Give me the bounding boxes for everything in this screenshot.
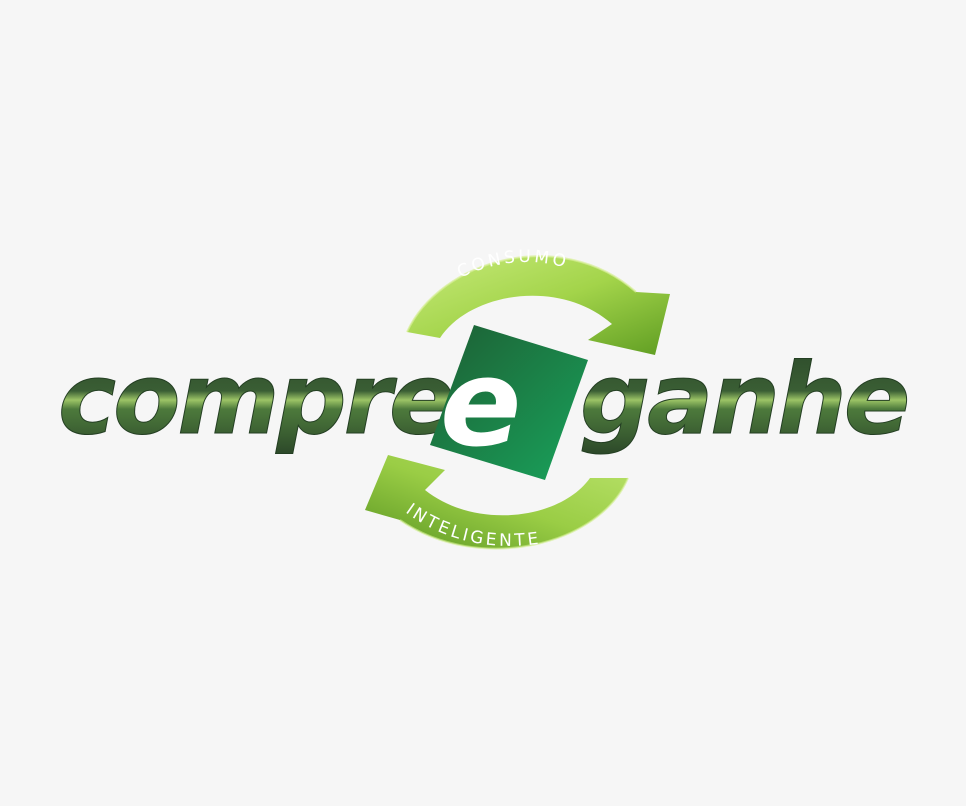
emblem-letter: e bbox=[440, 335, 521, 474]
wordmark-right: ganhe bbox=[580, 343, 907, 457]
top-cycle-arrow-icon bbox=[406, 255, 670, 355]
bottom-cycle-arrow-icon bbox=[365, 455, 629, 550]
emblem-e-icon: e bbox=[430, 325, 588, 480]
wordmark-left: compre bbox=[58, 343, 452, 457]
